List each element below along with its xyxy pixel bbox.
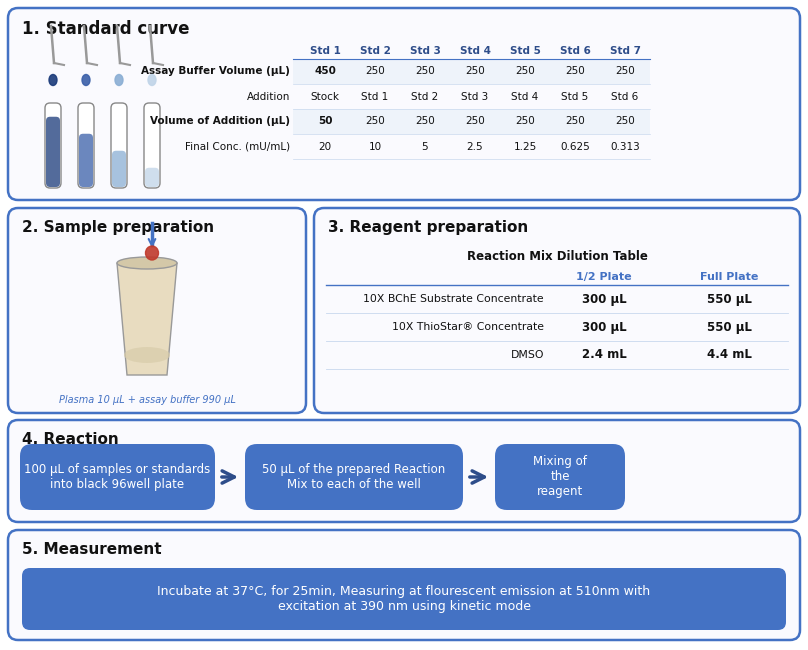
Text: Std 1: Std 1	[361, 92, 389, 101]
FancyBboxPatch shape	[78, 103, 94, 188]
Text: Stock: Stock	[310, 92, 339, 101]
Text: 250: 250	[565, 116, 585, 127]
Text: 250: 250	[465, 66, 485, 77]
Text: 250: 250	[415, 116, 435, 127]
Text: 250: 250	[516, 116, 535, 127]
FancyBboxPatch shape	[8, 8, 800, 200]
FancyBboxPatch shape	[112, 151, 126, 187]
Text: 300 μL: 300 μL	[582, 320, 626, 333]
Text: Std 1: Std 1	[309, 46, 340, 56]
Text: 50: 50	[318, 116, 332, 127]
Text: 250: 250	[615, 116, 635, 127]
FancyBboxPatch shape	[111, 103, 127, 188]
Text: 3. Reagent preparation: 3. Reagent preparation	[328, 220, 528, 235]
FancyBboxPatch shape	[22, 568, 786, 630]
FancyBboxPatch shape	[79, 134, 93, 187]
FancyBboxPatch shape	[8, 420, 800, 522]
Text: Std 5: Std 5	[510, 46, 541, 56]
FancyBboxPatch shape	[245, 444, 463, 510]
Text: Std 5: Std 5	[562, 92, 588, 101]
Text: Volume of Addition (μL): Volume of Addition (μL)	[150, 116, 290, 127]
Text: 550 μL: 550 μL	[706, 292, 751, 306]
Text: Std 4: Std 4	[460, 46, 490, 56]
Text: 4.4 mL: 4.4 mL	[706, 348, 751, 361]
Text: 250: 250	[465, 116, 485, 127]
FancyBboxPatch shape	[20, 444, 215, 510]
Text: 250: 250	[516, 66, 535, 77]
Ellipse shape	[117, 257, 177, 269]
Text: Std 2: Std 2	[360, 46, 390, 56]
Text: Mixing of
the
reagent: Mixing of the reagent	[533, 456, 587, 499]
Text: 0.625: 0.625	[560, 142, 590, 151]
Text: 10: 10	[368, 142, 381, 151]
Text: Std 6: Std 6	[612, 92, 638, 101]
Text: 1.25: 1.25	[513, 142, 537, 151]
FancyBboxPatch shape	[8, 208, 306, 413]
Text: 0.313: 0.313	[610, 142, 640, 151]
Text: 10X ThioStar® Concentrate: 10X ThioStar® Concentrate	[392, 322, 544, 332]
Ellipse shape	[148, 75, 156, 86]
Text: 250: 250	[365, 116, 385, 127]
Ellipse shape	[82, 75, 90, 86]
Text: 250: 250	[615, 66, 635, 77]
Text: Plasma 10 μL + assay buffer 990 μL: Plasma 10 μL + assay buffer 990 μL	[58, 395, 235, 405]
Text: 50 μL of the prepared Reaction
Mix to each of the well: 50 μL of the prepared Reaction Mix to ea…	[263, 463, 446, 491]
Text: 450: 450	[314, 66, 336, 77]
FancyBboxPatch shape	[293, 59, 650, 84]
FancyBboxPatch shape	[45, 103, 61, 188]
Text: Full Plate: Full Plate	[700, 272, 758, 282]
Ellipse shape	[49, 75, 57, 86]
Text: 2.4 mL: 2.4 mL	[582, 348, 626, 361]
FancyBboxPatch shape	[144, 103, 160, 188]
Ellipse shape	[124, 347, 170, 363]
FancyBboxPatch shape	[8, 530, 800, 640]
Text: Std 7: Std 7	[609, 46, 641, 56]
Text: 1/2 Plate: 1/2 Plate	[576, 272, 632, 282]
Text: 2. Sample preparation: 2. Sample preparation	[22, 220, 214, 235]
Ellipse shape	[145, 246, 158, 260]
Text: 250: 250	[565, 66, 585, 77]
Polygon shape	[117, 263, 177, 375]
Text: Addition: Addition	[246, 92, 290, 101]
Text: 20: 20	[318, 142, 331, 151]
Text: 250: 250	[365, 66, 385, 77]
Text: Std 4: Std 4	[511, 92, 539, 101]
Text: Std 3: Std 3	[461, 92, 489, 101]
FancyBboxPatch shape	[145, 168, 159, 187]
Text: Reaction Mix Dilution Table: Reaction Mix Dilution Table	[466, 250, 647, 263]
Text: 300 μL: 300 μL	[582, 292, 626, 306]
Text: 4. Reaction: 4. Reaction	[22, 432, 119, 447]
FancyBboxPatch shape	[314, 208, 800, 413]
FancyBboxPatch shape	[495, 444, 625, 510]
Ellipse shape	[115, 75, 123, 86]
Text: Final Conc. (mU/mL): Final Conc. (mU/mL)	[185, 142, 290, 151]
Text: 1. Standard curve: 1. Standard curve	[22, 20, 190, 38]
Text: 5: 5	[422, 142, 428, 151]
Text: Std 2: Std 2	[411, 92, 439, 101]
Text: 2.5: 2.5	[467, 142, 483, 151]
Text: Std 6: Std 6	[560, 46, 591, 56]
Text: Std 3: Std 3	[410, 46, 440, 56]
FancyBboxPatch shape	[293, 109, 650, 134]
Text: DMSO: DMSO	[511, 350, 544, 360]
Text: Incubate at 37°C, for 25min, Measuring at flourescent emission at 510nm with
exc: Incubate at 37°C, for 25min, Measuring a…	[158, 585, 650, 613]
Text: 250: 250	[415, 66, 435, 77]
FancyBboxPatch shape	[46, 117, 60, 187]
Text: 550 μL: 550 μL	[706, 320, 751, 333]
Text: Assay Buffer Volume (μL): Assay Buffer Volume (μL)	[141, 66, 290, 77]
Text: 100 μL of samples or standards
into black 96well plate: 100 μL of samples or standards into blac…	[24, 463, 211, 491]
Text: 5. Measurement: 5. Measurement	[22, 542, 162, 557]
Text: 10X BChE Substrate Concentrate: 10X BChE Substrate Concentrate	[364, 294, 544, 304]
